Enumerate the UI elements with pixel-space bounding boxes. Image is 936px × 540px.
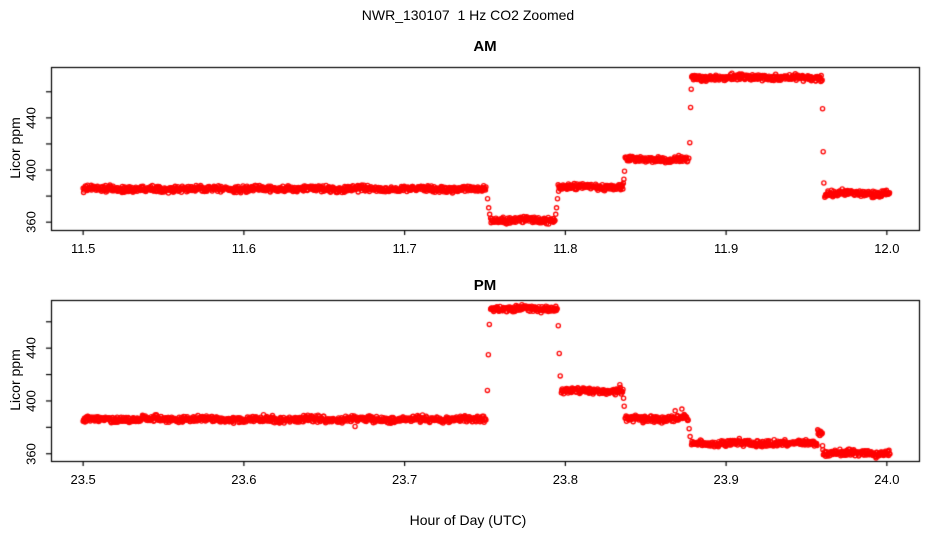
x-tick-label: 23.5 — [70, 472, 96, 487]
y-tick-label: 360 — [23, 442, 39, 465]
x-tick-label: 11.5 — [70, 241, 96, 256]
x-tick-label: 23.8 — [552, 472, 579, 487]
x-tick-label: 23.6 — [231, 472, 257, 487]
x-tick-label: 11.7 — [392, 241, 417, 256]
x-tick-label: 23.7 — [391, 472, 418, 487]
x-axis-label: Hour of Day (UTC) — [409, 512, 527, 528]
x-tick-label: 11.6 — [231, 241, 257, 256]
y-tick-label: 400 — [23, 390, 39, 412]
y-tick-label: 360 — [23, 211, 39, 234]
chart-title: NWR_130107 1 Hz CO2 Zoomed — [361, 7, 575, 23]
y-tick-label: 400 — [23, 159, 39, 181]
x-tick-label: 24.0 — [874, 472, 900, 487]
y-tick-label: 440 — [23, 106, 39, 129]
y-tick-label: 440 — [23, 337, 39, 360]
panel-title-am: AM — [473, 38, 497, 55]
x-tick-label: 11.9 — [713, 241, 739, 256]
x-tick-label: 23.9 — [713, 472, 739, 487]
x-tick-label: 12.0 — [874, 241, 900, 256]
x-tick-label: 11.8 — [553, 241, 578, 256]
panel-title-pm: PM — [473, 277, 497, 294]
